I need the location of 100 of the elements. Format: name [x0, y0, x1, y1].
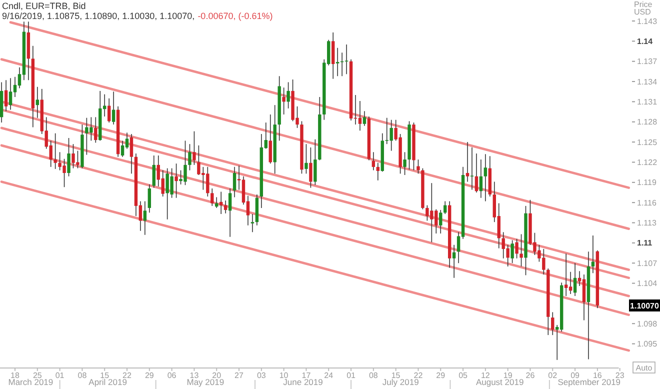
candlestick: [192, 130, 196, 166]
candlestick: [188, 144, 192, 171]
candlestick: [568, 271, 572, 294]
candlestick: [67, 138, 70, 177]
x-tick-label: 05: [458, 371, 468, 380]
text: September 2019: [558, 377, 621, 387]
candlestick: [582, 274, 586, 321]
x-tick-label: 01: [55, 371, 65, 380]
candlestick: [515, 238, 518, 259]
candlestick: [416, 159, 420, 174]
candlestick: [224, 200, 228, 214]
x-tick-label: 29: [436, 371, 446, 380]
y-tick-label: 1.107: [637, 258, 658, 268]
candlestick: [344, 44, 348, 75]
candlestick: [479, 159, 483, 198]
candlestick: [268, 114, 272, 164]
candlestick: [4, 80, 8, 112]
y-tick-label: 1.116: [637, 198, 657, 208]
y-tick-label: 1.119: [637, 178, 657, 188]
x-tick-label: 20: [212, 371, 222, 380]
x-tick-label: 24: [324, 371, 334, 380]
candlestick: [120, 140, 124, 158]
candlestick: [130, 134, 134, 174]
candlestick: [250, 214, 254, 233]
candlestick: [228, 188, 232, 238]
text: June 2019: [283, 377, 324, 387]
x-tick-label: 13: [190, 371, 200, 380]
candlestick: [551, 312, 554, 336]
x-tick-label: 18: [10, 371, 20, 380]
y-tick-label: 1.128: [637, 118, 658, 127]
x-tick-label: 29: [144, 371, 154, 380]
candlestick: [148, 184, 152, 214]
annotation: 1.10070: [630, 301, 660, 310]
candlestick: [439, 210, 442, 234]
candlestick: [309, 147, 312, 188]
candlestick: [520, 234, 523, 267]
candlestick: [304, 144, 308, 174]
text: August 2019: [476, 377, 524, 387]
y-tick-label: 1.143: [637, 16, 658, 26]
candlestick: [8, 78, 12, 110]
candlestick: [452, 244, 456, 278]
candlestick: [336, 48, 340, 77]
x-tick-label: 27: [234, 371, 244, 380]
candlestick: [376, 162, 380, 181]
candlestick: [390, 119, 393, 152]
candlestick: [358, 100, 362, 132]
y-tick-label: 1.131: [637, 98, 658, 106]
x-tick-label: 23: [615, 371, 625, 380]
candlestick: [286, 82, 290, 109]
x-tick-label: 19: [503, 371, 513, 380]
y-tick-label: 1.137: [637, 57, 658, 66]
candlestick: [564, 253, 568, 296]
x-tick-label: 01: [346, 371, 356, 380]
x-tick-label: 08: [368, 371, 378, 380]
text: July 2019: [382, 377, 420, 387]
y-tick-label: 1.095: [637, 340, 658, 349]
chart-title: Cndl, EUR=TRB, Bid: [2, 1, 86, 11]
candlestick: [54, 132, 57, 170]
x-tick-label: 10: [279, 371, 289, 380]
y-tick-label: 1.113: [637, 218, 657, 228]
candlestick: [143, 200, 147, 236]
candlestick: [372, 152, 376, 171]
x-tick-label: 15: [100, 371, 110, 380]
x-tick-label: 22: [414, 371, 424, 380]
candlestick: [484, 154, 488, 202]
text: March 2019: [8, 377, 54, 387]
candlestick: [36, 86, 39, 118]
x-tick-label: 16: [592, 371, 602, 380]
y-tick-label: 1.11: [637, 238, 653, 248]
candlestick: [332, 32, 335, 80]
candlestick: [174, 163, 178, 198]
x-tick-label: 22: [122, 371, 132, 380]
candlestick: [107, 98, 111, 123]
candlestick: [210, 188, 214, 206]
text: April 2019: [88, 377, 128, 387]
x-tick-label: 26: [526, 371, 536, 380]
x-tick-label: 02: [548, 371, 558, 380]
y-tick-label: 1.098: [637, 319, 658, 328]
candlestick: [112, 91, 116, 125]
text: -0.00670, (-0.61%): [198, 11, 273, 21]
candlestick: [510, 240, 514, 264]
y-tick-label: 1.14: [637, 36, 654, 46]
y-tick-label: 1.104: [637, 279, 658, 288]
candlestick: [470, 147, 474, 190]
candlestick: [573, 262, 577, 296]
candlestick: [314, 138, 317, 186]
candlestick: [94, 116, 98, 144]
x-tick-label: 09: [570, 371, 580, 380]
candlestick: [152, 155, 156, 188]
y-tick-label: 1.125: [637, 138, 658, 147]
candlestick: [232, 166, 236, 198]
candlestick: [282, 87, 286, 115]
candlestick: [215, 196, 218, 208]
y-axis-title: Price USD: [634, 0, 653, 16]
x-tick-label: 15: [391, 371, 401, 380]
x-tick-label: 08: [78, 371, 88, 380]
x-tick-label: 17: [302, 371, 312, 380]
x-tick-label: 03: [256, 371, 266, 380]
candlestick: [591, 235, 595, 274]
candlestick: [474, 153, 478, 193]
